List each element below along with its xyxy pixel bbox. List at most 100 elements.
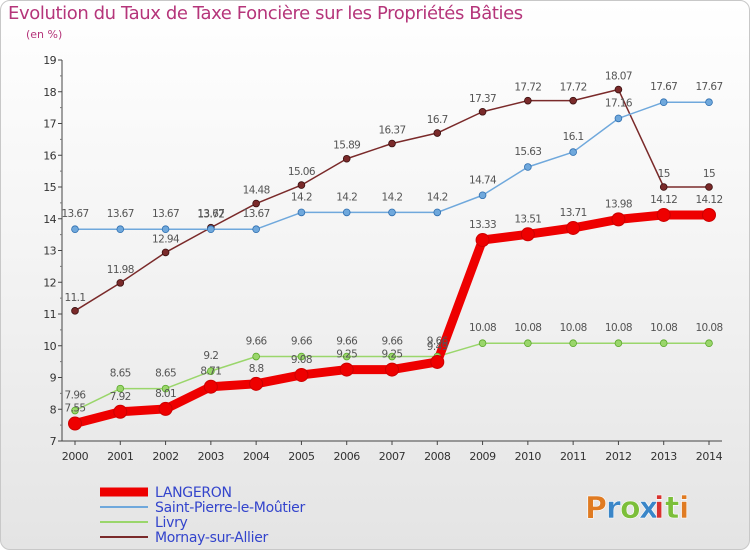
x-tick-label: 2002 (152, 450, 178, 463)
data-label: 8.65 (110, 368, 131, 380)
data-point (252, 199, 260, 208)
data-label: 14.2 (382, 191, 403, 203)
y-tick-label: 15 (43, 181, 56, 194)
data-point (430, 354, 445, 369)
x-tick-label: 2006 (334, 450, 361, 463)
data-label: 9.66 (427, 336, 449, 348)
legend-label: Livry (155, 515, 188, 531)
data-point (705, 98, 713, 107)
data-point (611, 212, 626, 227)
legend-label: Saint-Pierre-le-Moûtier (155, 500, 305, 516)
data-label: 17.67 (650, 81, 677, 93)
data-point (659, 339, 668, 348)
data-point (161, 225, 170, 234)
logo-letter: i (679, 491, 689, 526)
x-tick-label: 2005 (288, 450, 315, 463)
data-label: 17.67 (695, 81, 722, 93)
data-point (478, 191, 487, 200)
data-point (524, 96, 532, 105)
data-label: 9.25 (382, 349, 403, 361)
data-label: 9.66 (336, 336, 358, 348)
data-point (524, 163, 532, 171)
logo-letter: x (639, 491, 658, 526)
chart-subtitle: (en %) (26, 28, 63, 41)
data-point (385, 362, 399, 377)
data-label: 13.67 (243, 208, 270, 220)
data-point (433, 129, 442, 137)
logo-letter: i (654, 491, 664, 526)
y-tick-label: 16 (43, 149, 56, 162)
y-tick-label: 8 (50, 403, 57, 416)
data-point (566, 220, 581, 235)
data-point (71, 406, 79, 415)
data-point (388, 139, 396, 148)
y-tick-label: 19 (43, 54, 56, 67)
data-label: 10.08 (514, 322, 541, 334)
data-label: 13.67 (107, 208, 134, 220)
data-point (252, 225, 260, 234)
data-label: 15.06 (288, 166, 316, 178)
data-point (252, 352, 260, 361)
data-point (569, 339, 577, 348)
data-point (475, 233, 490, 248)
data-label: 10.08 (560, 322, 587, 334)
data-point (116, 225, 125, 234)
data-point (702, 207, 716, 222)
data-point (342, 154, 351, 163)
data-point (388, 352, 396, 361)
data-point (478, 107, 487, 116)
y-tick-label: 9 (50, 372, 57, 385)
data-label: 17.16 (605, 97, 633, 109)
x-tick-label: 2004 (243, 450, 270, 463)
series-markers (68, 85, 716, 431)
data-point (614, 114, 623, 123)
data-label: 9.66 (382, 336, 404, 348)
chart-title: Evolution du Taux de Taxe Foncière sur l… (8, 3, 523, 24)
data-label: 15 (703, 168, 715, 180)
data-point (520, 227, 535, 242)
data-point (705, 183, 713, 191)
data-label: 17.72 (514, 82, 541, 94)
data-label: 18.07 (605, 71, 632, 83)
data-label: 17.37 (469, 93, 496, 105)
y-tick-label: 18 (43, 86, 56, 99)
data-point (161, 248, 170, 257)
data-point (68, 416, 82, 431)
data-point (433, 208, 442, 217)
data-label: 8.01 (155, 388, 176, 400)
data-point (71, 307, 79, 315)
x-tick-label: 2003 (198, 450, 225, 463)
legend-label: Mornay-sur-Allier (155, 530, 269, 546)
data-label: 10.08 (650, 322, 677, 334)
data-label: 10.08 (469, 322, 496, 334)
data-label: 14.12 (650, 194, 677, 206)
data-point (342, 352, 351, 361)
data-point (342, 208, 351, 217)
data-label: 8.71 (200, 366, 221, 378)
data-point (71, 225, 79, 234)
legend-label: LANGERON (155, 485, 232, 501)
data-point (249, 376, 264, 391)
data-label: 13.33 (469, 219, 496, 231)
data-label: 7.55 (65, 403, 86, 415)
data-label: 8.8 (249, 363, 264, 375)
data-label: 14.12 (695, 194, 722, 206)
data-point (297, 208, 306, 217)
logo-letter: o (620, 491, 641, 526)
y-tick-label: 14 (43, 213, 56, 226)
data-point (569, 148, 577, 156)
data-label: 15.63 (514, 146, 541, 158)
data-point (203, 379, 218, 394)
data-label: 16.7 (427, 114, 448, 126)
x-tick-label: 2001 (107, 450, 133, 463)
data-labels: 7.55 7.92 8.01 8.71 8.8 9.08 9.25 9.25 9.49 13.33… (61, 71, 723, 415)
data-label: 10.08 (695, 322, 722, 334)
data-label: 11.1 (65, 292, 86, 304)
x-tick-label: 2007 (379, 450, 406, 463)
data-point (158, 401, 173, 416)
x-tick-label: 2012 (605, 450, 631, 463)
data-point (569, 96, 577, 105)
x-tick-label: 2013 (651, 450, 678, 463)
data-label: 17.72 (560, 82, 587, 94)
